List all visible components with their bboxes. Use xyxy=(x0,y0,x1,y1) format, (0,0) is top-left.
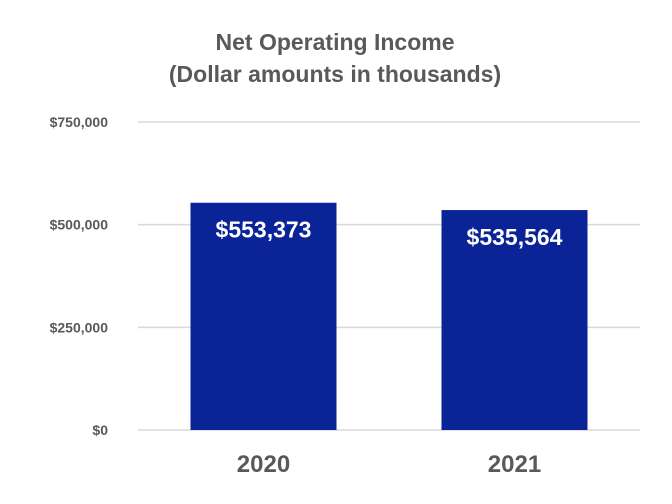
x-tick-label: 2021 xyxy=(488,451,541,478)
data-label: $553,373 xyxy=(216,217,312,243)
x-axis-tick-labels: 2020 2021 xyxy=(237,451,541,478)
data-label: $535,564 xyxy=(467,224,563,250)
data-labels: $553,373 $535,564 xyxy=(216,217,563,250)
y-tick-label: $500,000 xyxy=(50,217,109,233)
chart-subtitle: (Dollar amounts in thousands) xyxy=(169,61,501,87)
y-axis-tick-labels: $0 $250,000 $500,000 $750,000 xyxy=(50,114,109,438)
bar-2020 xyxy=(190,202,337,430)
y-tick-label: $250,000 xyxy=(50,319,109,335)
chart-title: Net Operating Income xyxy=(216,29,455,55)
y-tick-label: $0 xyxy=(92,422,108,438)
x-tick-label: 2020 xyxy=(237,451,290,478)
bar-2021 xyxy=(441,210,588,430)
y-tick-label: $750,000 xyxy=(50,114,109,130)
bars xyxy=(190,202,588,430)
